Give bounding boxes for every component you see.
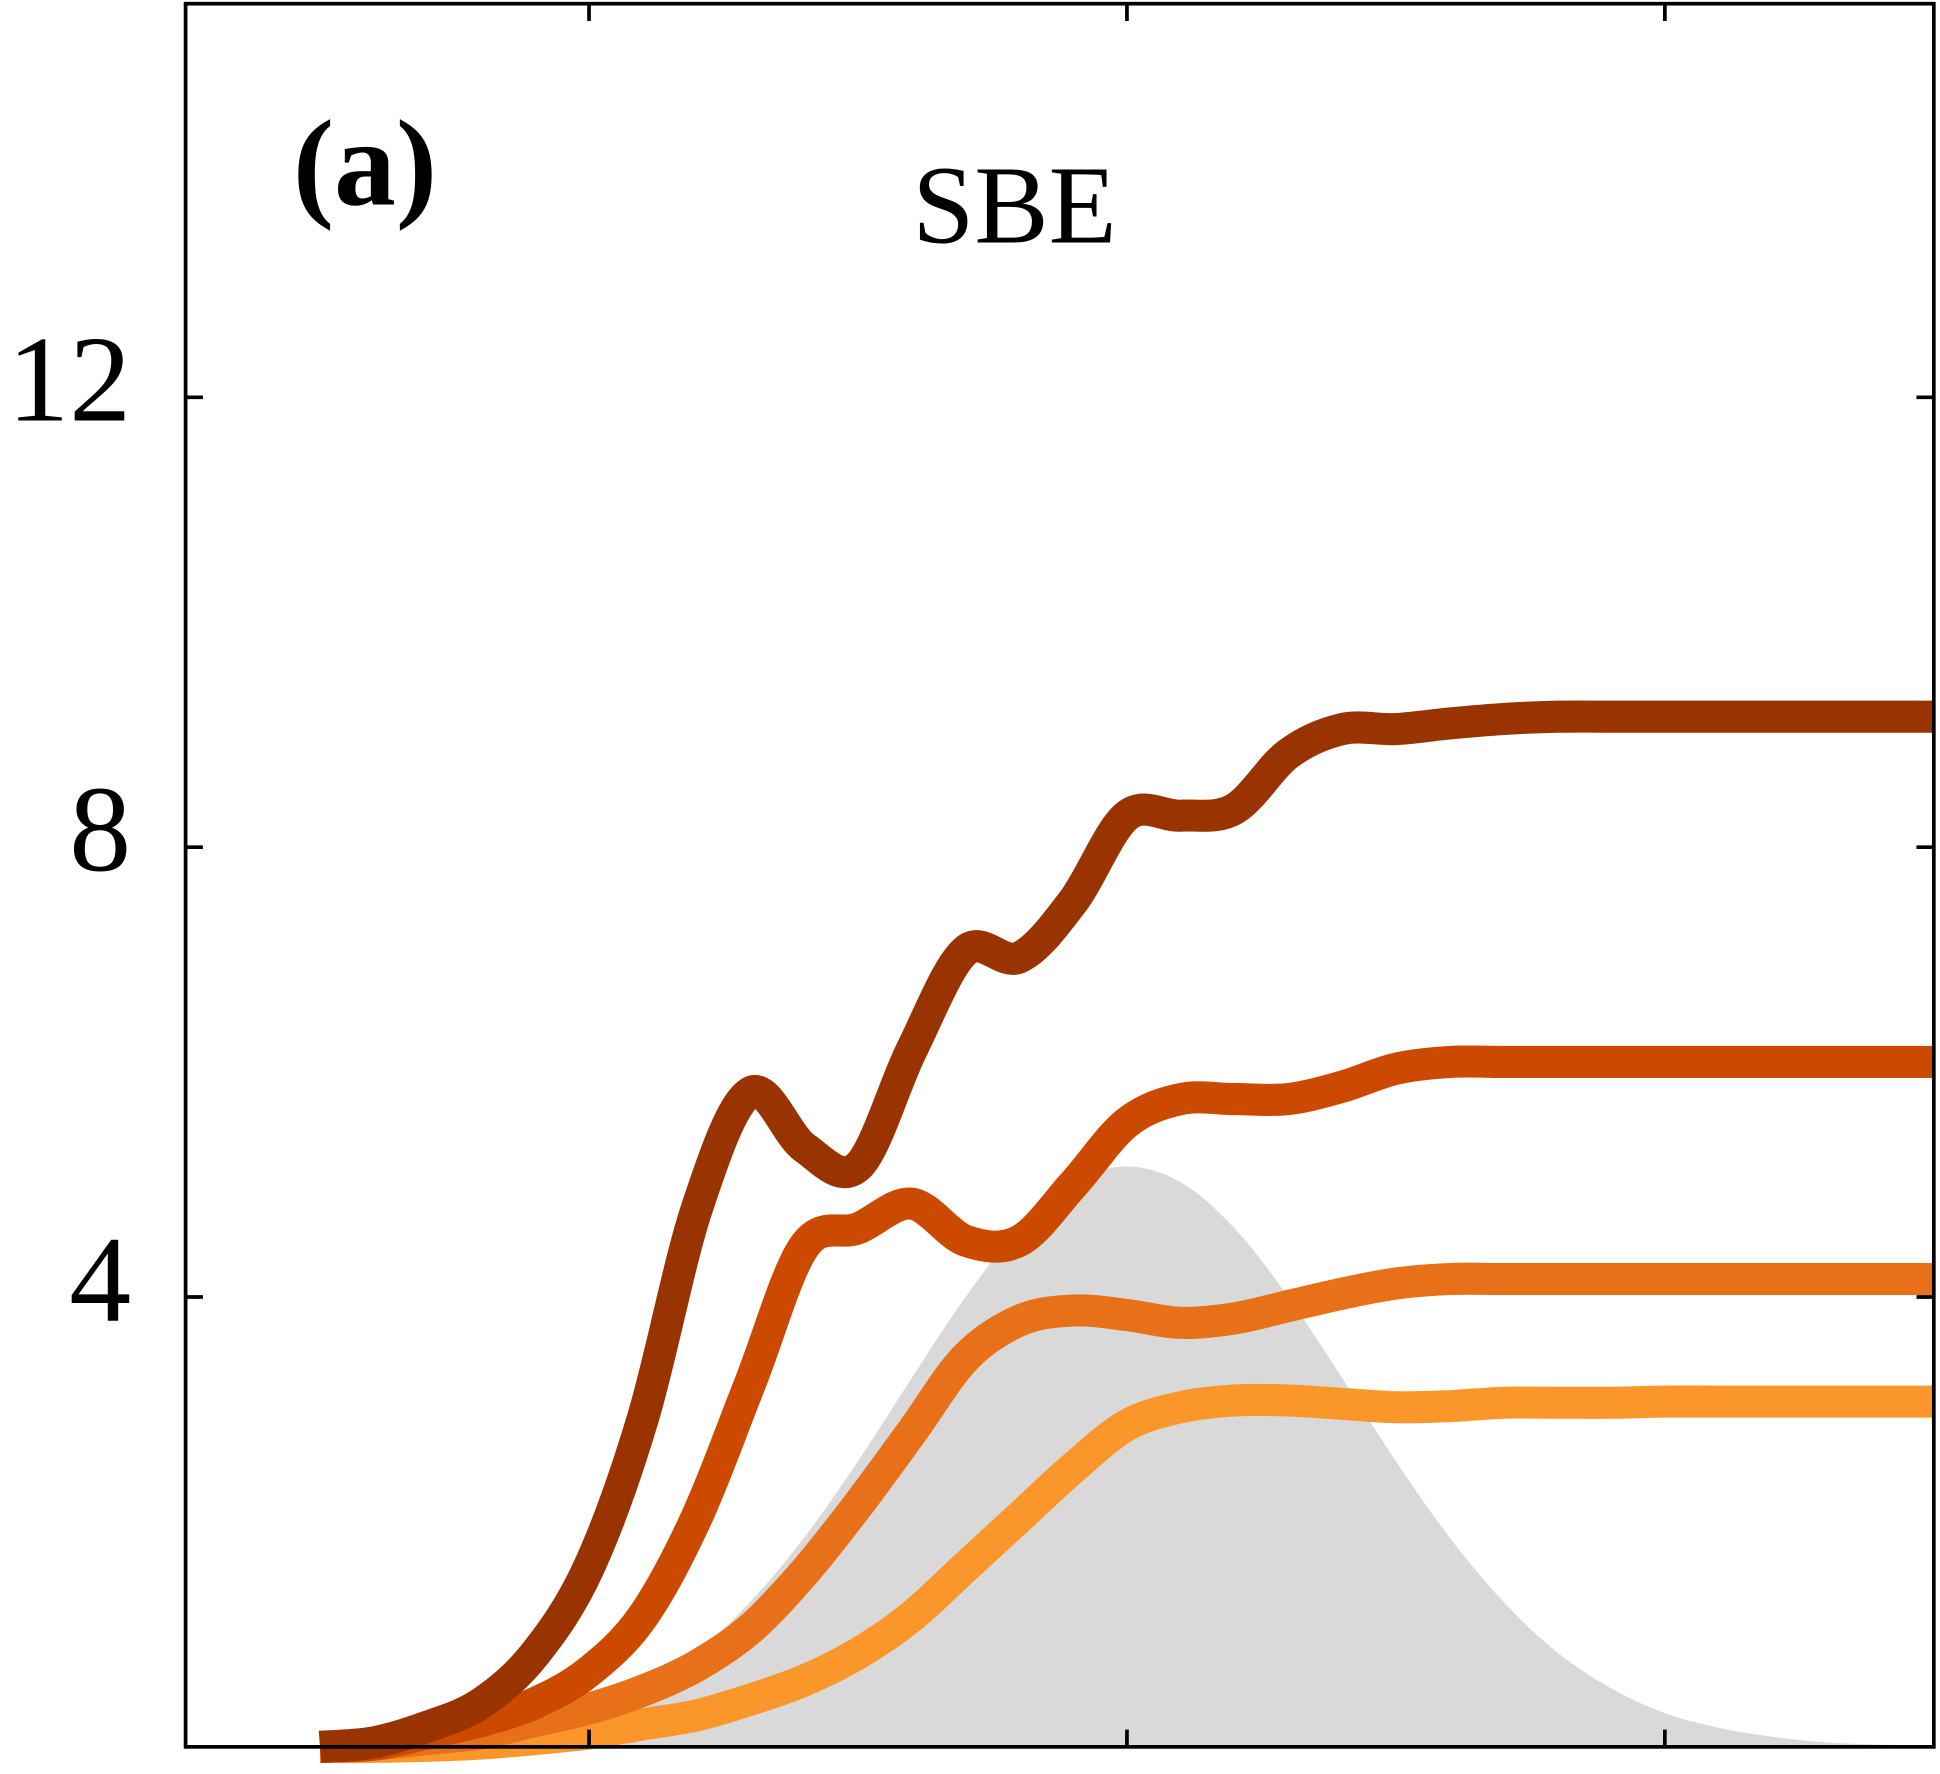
line [318,700,1934,1763]
y-tick-label: 12 [7,311,131,448]
panel-title: SBE [912,145,1116,268]
plot-frame [183,1,1936,1749]
y-tick-label: 8 [69,761,131,898]
area [320,1166,1934,1747]
line [319,1262,1934,1763]
panel-label: (a) [293,95,437,232]
line [319,1045,1934,1763]
y-tick-label: 4 [69,1211,131,1348]
